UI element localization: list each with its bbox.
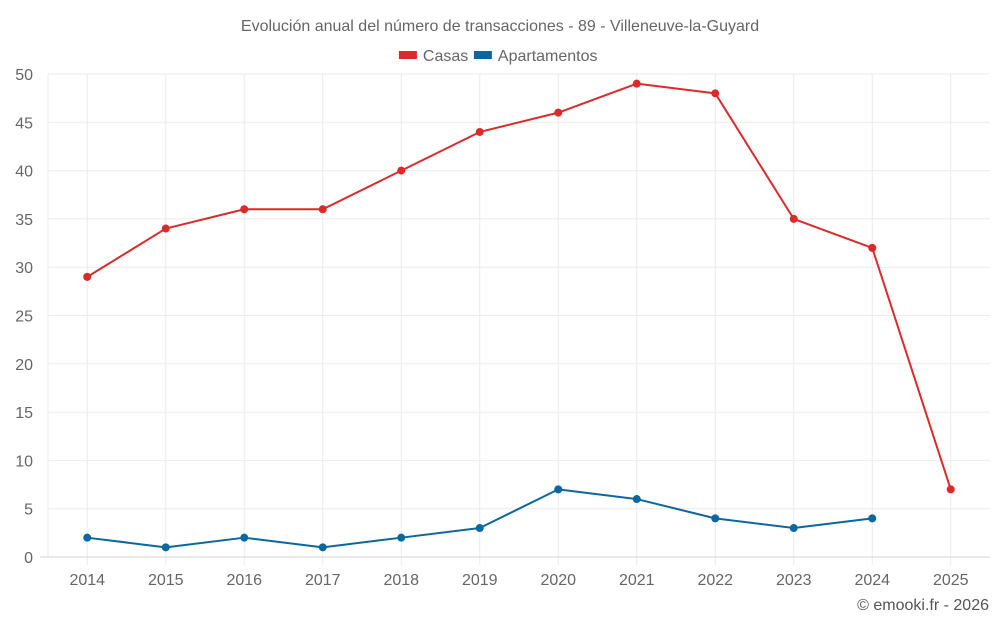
x-tick-label: 2022: [697, 572, 733, 589]
legend-item-casas[interactable]: Casas: [398, 48, 468, 65]
x-tick-label: 2023: [776, 572, 812, 589]
y-tick-label: 45: [15, 115, 33, 132]
data-point[interactable]: [318, 205, 327, 214]
data-point[interactable]: [946, 485, 955, 494]
x-axis: 2014 2015 2016 2017 2018 2019 2020 2021 2022 2023…: [40, 556, 990, 589]
x-tick-label: 2015: [148, 572, 184, 589]
x-tick-label: 2017: [305, 572, 341, 589]
x-tick-label: 2021: [619, 572, 655, 589]
data-point[interactable]: [475, 127, 484, 136]
data-point[interactable]: [632, 79, 641, 88]
data-point[interactable]: [397, 533, 406, 542]
series: [83, 79, 955, 552]
y-tick-label: 50: [15, 67, 33, 84]
data-point[interactable]: [868, 243, 877, 252]
x-tick-label: 2016: [226, 572, 262, 589]
y-axis: 0 5 10 15 20 25 30 35 40 45 50: [15, 67, 33, 567]
copyright-footer: © emooki.fr - 2026: [857, 597, 989, 614]
data-point[interactable]: [554, 485, 563, 494]
y-tick-label: 15: [15, 405, 33, 422]
gridlines: [47, 73, 990, 565]
legend-label: Apartamentos: [498, 48, 598, 65]
legend-swatch: [398, 51, 417, 59]
data-point[interactable]: [711, 89, 720, 98]
data-point[interactable]: [83, 533, 92, 542]
x-tick-label: 2024: [854, 572, 890, 589]
data-point[interactable]: [240, 205, 249, 214]
x-tick-label: 2018: [383, 572, 419, 589]
legend: Casas Apartamentos: [398, 48, 598, 65]
data-point[interactable]: [161, 543, 170, 552]
y-tick-label: 0: [24, 550, 33, 567]
legend-label: Casas: [423, 48, 468, 65]
y-tick-label: 10: [15, 453, 33, 470]
y-tick-label: 40: [15, 164, 33, 181]
data-point[interactable]: [632, 495, 641, 504]
data-point[interactable]: [161, 224, 170, 233]
x-tick-label: 2020: [540, 572, 576, 589]
data-point[interactable]: [83, 272, 92, 281]
series-apartamentos: [83, 485, 877, 552]
data-point[interactable]: [868, 514, 877, 523]
legend-swatch: [473, 51, 492, 59]
data-point[interactable]: [240, 533, 249, 542]
data-point[interactable]: [397, 166, 406, 175]
data-point[interactable]: [789, 524, 798, 533]
legend-item-apartamentos[interactable]: Apartamentos: [473, 48, 598, 65]
x-tick-label: 2014: [69, 572, 105, 589]
y-tick-label: 25: [15, 309, 33, 326]
data-point[interactable]: [475, 524, 484, 533]
data-point[interactable]: [318, 543, 327, 552]
y-tick-label: 5: [24, 502, 33, 519]
x-tick-label: 2025: [933, 572, 969, 589]
series-casas: [83, 79, 955, 494]
y-tick-label: 20: [15, 357, 33, 374]
chart-title: Evolución anual del número de transaccio…: [241, 18, 759, 35]
data-point[interactable]: [554, 108, 563, 117]
y-tick-label: 35: [15, 212, 33, 229]
data-point[interactable]: [711, 514, 720, 523]
x-tick-label: 2019: [462, 572, 498, 589]
y-tick-label: 30: [15, 260, 33, 277]
series-line: [86, 82, 952, 490]
data-point[interactable]: [789, 214, 798, 223]
